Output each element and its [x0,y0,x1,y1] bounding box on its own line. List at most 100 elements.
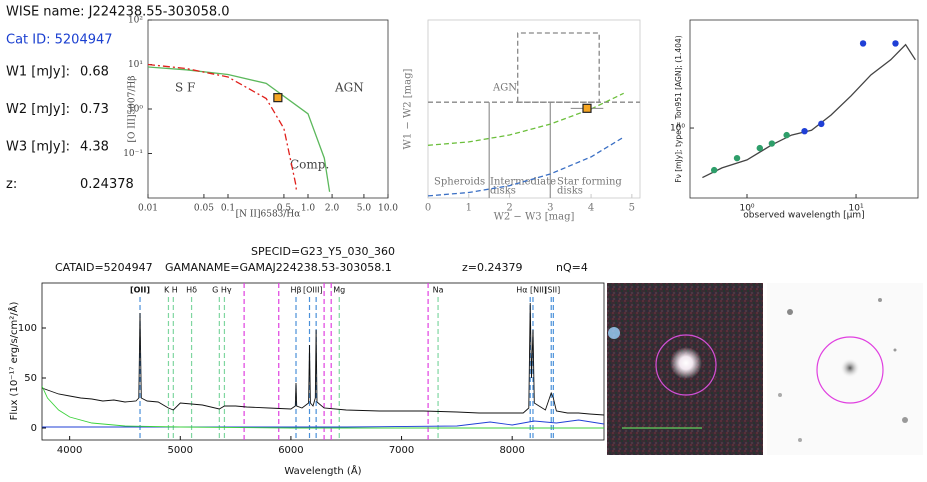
series-line [148,63,298,192]
x-axis-label: Wavelength (Å) [284,464,361,477]
x-tick-label: 4 [588,203,594,214]
plot-area [148,63,331,192]
y-tick-label: 0 [31,423,37,434]
series-line [42,302,604,416]
header-label: CATAID=5204947 [55,261,153,274]
annotation: disks [557,186,583,197]
x-axis-label: W2 − W3 [mag] [494,212,575,223]
y-axis-label: W1 − W2 [mag] [403,68,414,149]
image-panel-color [607,283,763,455]
data-point [710,166,718,174]
x-tick-label: 2.0 [325,204,340,214]
spectral-line-label: G Hγ [212,286,232,295]
y-tick-label: 100 [18,323,37,334]
data-point [768,140,776,147]
x-tick-label: 10¹ [849,204,864,214]
spectral-line-label: K H [164,286,178,295]
header-label: GAMANAME=GAMAJ224238.53-303058.1 [165,261,392,274]
spectral-line-label: [SII] [544,286,560,295]
data-point [756,144,763,152]
data-point [733,154,741,162]
annotation: AGN [492,83,517,94]
annotation: disks [490,186,516,197]
info-label: W3 [mJy]: [6,140,70,155]
spectral-line-label: Hβ [290,286,301,295]
x-tick-label: 0.01 [138,204,158,214]
annotation: Star forming [557,177,622,188]
plot-area [42,283,604,440]
x-tick-label: 0 [425,203,431,214]
y-axis-label: Fν [mJy]; type = Ton951 [AGN]; (1.404) [674,35,683,182]
info-value: 0.68 [80,65,109,80]
chart-panel: 0 1 2 3 4 5 W2 − W3 [mag] W1 − W2 [mag] AGN Spher… [403,19,641,223]
info-label: z: [6,177,17,192]
y-tick-label: 10⁰ [670,124,685,134]
info-label: W2 [mJy]: [6,102,70,117]
plot-area [702,40,916,179]
wise-name: WISE name: J224238.55-303058.0 [6,5,230,20]
chart-title: SPECID=G23_Y5_030_360 [251,245,395,258]
plot-area [428,32,640,198]
data-point [783,131,790,139]
x-tick-label: 0.1 [221,204,235,214]
y-axis-label: [O III]5007/Hβ [128,76,138,143]
annotation: S F [175,81,195,95]
series-line [517,32,600,103]
plot-frame [689,19,919,199]
x-tick-label: 2 [506,203,512,214]
x-tick-label: 7000 [389,445,414,456]
info-label: W1 [mJy]: [6,65,70,80]
series-line [42,385,604,429]
info-value: 4.38 [80,140,109,155]
data-point [582,103,592,113]
spectral-line-label: Hα [NII] [516,286,547,295]
series-line [428,136,625,197]
chart-panel: 4000 5000 6000 7000 8000 0 50 100 Wavelength (Å)… [7,245,605,477]
header-label: z=0.24379 [462,261,522,274]
series-line [148,66,331,192]
y-tick-label: 10¹ [128,60,143,70]
info-value: 0.24378 [80,177,134,192]
spectral-line-label: Na [433,286,444,295]
x-tick-label: 5000 [168,445,193,456]
data-point [818,120,825,128]
x-tick-label: 10⁰ [739,204,754,214]
info-value: 0.73 [80,102,109,117]
data-point [892,40,899,47]
x-tick-label: 5.0 [357,204,372,214]
spectral-line-label: [OII] [130,286,150,295]
annotation: AGN [334,81,364,95]
plot-frame [147,19,389,199]
y-axis-label: Flux (10⁻¹⁷ erg/s/cm²/Å) [7,301,20,420]
spectral-line-label: Hδ [186,286,197,295]
x-tick-label: 8000 [499,445,524,456]
x-axis-label: observed wavelength [μm] [743,211,864,221]
y-tick-label: 50 [24,373,37,384]
series-line [428,92,624,146]
cat-id: Cat ID: 5204947 [6,33,113,48]
x-tick-label: 3 [547,203,553,214]
data-point [273,93,283,103]
data-point [859,40,867,47]
x-tick-label: 5 [629,203,635,214]
x-axis-label: [N II]6583/Hα [236,210,301,220]
spectral-line-label: [OIII] [303,286,323,295]
image-panel-grey [767,283,923,455]
plot-frame [41,282,605,441]
y-tick-label: 10⁰ [128,105,143,115]
spectral-line-label: Mg [333,286,345,295]
x-tick-label: 1.0 [301,204,316,214]
x-tick-label: 6000 [278,445,303,456]
x-tick-label: 0.5 [277,204,292,214]
x-tick-label: 10.0 [378,204,398,214]
y-tick-label: 10² [128,16,143,26]
header-label: nQ=4 [556,261,588,274]
plot-frame [427,19,641,199]
x-tick-label: 1 [466,203,472,214]
annotation: Spheroids [434,177,485,188]
annotation: Comp. [290,158,329,172]
chart-panel: 0.01 0.05 0.1 0.5 1.0 2.0 5.0 10.0 10⁻¹ 10⁰ 10¹ 10²… [123,16,398,220]
y-tick-label: 10⁻¹ [123,149,143,159]
